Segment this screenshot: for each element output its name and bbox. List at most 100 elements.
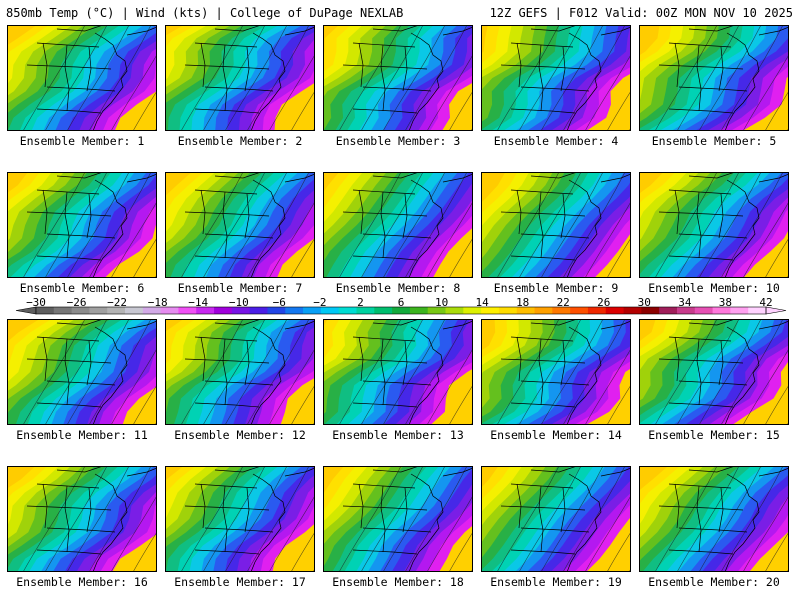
colorbar-swatch <box>107 307 126 314</box>
colorbar-tick-label: 38 <box>719 296 732 309</box>
ensemble-map <box>323 25 473 131</box>
ensemble-member-panel: Ensemble Member: 4 <box>481 25 639 157</box>
ensemble-map <box>639 319 789 425</box>
ensemble-member-label: Ensemble Member: 12 <box>174 428 306 442</box>
ensemble-map <box>165 25 315 131</box>
ensemble-member-panel: Ensemble Member: 8 <box>323 172 481 304</box>
ensemble-member-panel: Ensemble Member: 13 <box>323 319 481 451</box>
colorbar-swatch <box>694 307 713 314</box>
ensemble-member-panel: Ensemble Member: 1 <box>7 25 165 157</box>
colorbar-swatch <box>214 307 233 314</box>
colorbar-swatch <box>445 307 464 314</box>
ensemble-member-label: Ensemble Member: 20 <box>648 575 780 589</box>
colorbar-tick-label: −2 <box>313 296 326 309</box>
colorbar-tick-label: −10 <box>229 296 249 309</box>
colorbar-tick-label: 14 <box>475 296 489 309</box>
ensemble-member-label: Ensemble Member: 11 <box>16 428 148 442</box>
colorbar-swatch <box>570 307 589 314</box>
colorbar-swatch <box>623 307 642 314</box>
colorbar-swatch <box>374 307 393 314</box>
ensemble-member-label: Ensemble Member: 1 <box>19 134 145 148</box>
ensemble-member-label: Ensemble Member: 9 <box>493 281 619 295</box>
colorbar-tick-label: 26 <box>597 296 610 309</box>
header: 850mb Temp (°C) | Wind (kts) | College o… <box>0 0 800 24</box>
colorbar-swatch <box>481 307 500 314</box>
ensemble-member-label: Ensemble Member: 2 <box>177 134 303 148</box>
ensemble-member-panel: Ensemble Member: 17 <box>165 466 323 598</box>
colorbar-swatch <box>53 307 72 314</box>
ensemble-map <box>165 172 315 278</box>
ensemble-map <box>481 466 631 572</box>
ensemble-member-label: Ensemble Member: 15 <box>648 428 780 442</box>
colorbar-swatch <box>516 307 535 314</box>
ensemble-map <box>639 25 789 131</box>
colorbar-swatch <box>552 307 571 314</box>
ensemble-member-panel: Ensemble Member: 15 <box>639 319 797 451</box>
colorbar-swatch <box>392 307 411 314</box>
colorbar-swatch <box>427 307 446 314</box>
ensemble-member-label: Ensemble Member: 10 <box>648 281 780 295</box>
run-valid-time: 12Z GEFS | F012 Valid: 00Z MON NOV 10 20… <box>489 6 793 20</box>
colorbar-swatch <box>659 307 678 314</box>
colorbar-tick-label: 30 <box>638 296 651 309</box>
ensemble-map <box>165 466 315 572</box>
ensemble-member-panel: Ensemble Member: 12 <box>165 319 323 451</box>
colorbar-swatch <box>587 307 607 314</box>
colorbar-swatch <box>196 307 215 314</box>
colorbar-tick-label: −18 <box>148 296 168 309</box>
colorbar-tick-label: −14 <box>188 296 208 309</box>
ensemble-member-label: Ensemble Member: 3 <box>335 134 461 148</box>
colorbar-swatch <box>249 307 268 314</box>
colorbar-swatch <box>463 307 482 314</box>
ensemble-member-panel: Ensemble Member: 18 <box>323 466 481 598</box>
ensemble-member-label: Ensemble Member: 7 <box>177 281 303 295</box>
ensemble-member-label: Ensemble Member: 13 <box>332 428 464 442</box>
colorbar-swatch <box>267 307 286 314</box>
ensemble-map <box>323 466 473 572</box>
ensemble-member-label: Ensemble Member: 19 <box>490 575 622 589</box>
ensemble-member-panel: Ensemble Member: 5 <box>639 25 797 157</box>
colorbar-swatch <box>605 307 624 314</box>
ensemble-map <box>481 172 631 278</box>
ensemble-member-panel: Ensemble Member: 20 <box>639 466 797 598</box>
ensemble-member-panel: Ensemble Member: 9 <box>481 172 639 304</box>
colorbar-tick-label: −26 <box>67 296 87 309</box>
ensemble-member-panel: Ensemble Member: 10 <box>639 172 797 304</box>
colorbar-tick-label: 2 <box>357 296 364 309</box>
ensemble-member-panel: Ensemble Member: 7 <box>165 172 323 304</box>
colorbar-swatch <box>748 307 767 314</box>
colorbar-swatch <box>338 307 357 314</box>
ensemble-member-panel: Ensemble Member: 19 <box>481 466 639 598</box>
ensemble-map <box>7 25 157 131</box>
colorbar-tick-label: −30 <box>26 296 46 309</box>
colorbar-tick-label: 42 <box>759 296 772 309</box>
ensemble-member-panel: Ensemble Member: 6 <box>7 172 165 304</box>
colorbar-tick-label: −22 <box>107 296 127 309</box>
ensemble-map <box>323 319 473 425</box>
colorbar-swatch <box>730 307 749 314</box>
ensemble-member-panel: Ensemble Member: 16 <box>7 466 165 598</box>
colorbar-swatch <box>142 307 162 314</box>
ensemble-member-panel: Ensemble Member: 14 <box>481 319 639 451</box>
colorbar-tick-label: 6 <box>398 296 405 309</box>
ensemble-member-panel: Ensemble Member: 2 <box>165 25 323 157</box>
colorbar-swatch <box>231 307 251 314</box>
colorbar-swatch <box>534 307 553 314</box>
colorbar-swatch <box>125 307 144 314</box>
colorbar-tick-label: 18 <box>516 296 529 309</box>
colorbar-tick-label: 34 <box>678 296 692 309</box>
colorbar-tick-label: 10 <box>435 296 448 309</box>
ensemble-member-label: Ensemble Member: 17 <box>174 575 306 589</box>
ensemble-map <box>323 172 473 278</box>
colorbar-swatch <box>356 307 375 314</box>
ensemble-member-label: Ensemble Member: 5 <box>651 134 777 148</box>
colorbar-swatch <box>71 307 90 314</box>
ensemble-map <box>7 172 157 278</box>
colorbar-swatch <box>89 307 108 314</box>
colorbar-swatch <box>641 307 660 314</box>
colorbar-swatch <box>712 307 731 314</box>
ensemble-map <box>481 25 631 131</box>
colorbar-swatch <box>676 307 696 314</box>
ensemble-map <box>481 319 631 425</box>
ensemble-member-label: Ensemble Member: 6 <box>19 281 145 295</box>
